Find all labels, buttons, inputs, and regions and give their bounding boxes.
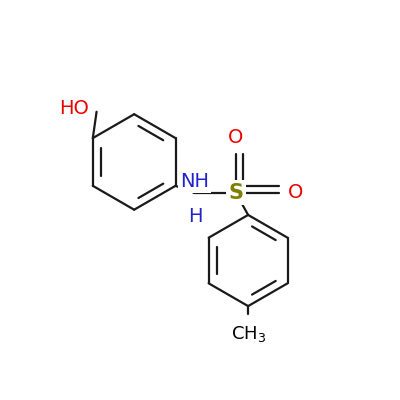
- Text: O: O: [288, 183, 303, 202]
- Text: S: S: [228, 183, 243, 203]
- Text: O: O: [228, 128, 244, 146]
- Text: NH: NH: [180, 172, 209, 191]
- Text: CH$_3$: CH$_3$: [230, 324, 266, 344]
- Text: H: H: [188, 207, 203, 226]
- Text: HO: HO: [59, 98, 89, 118]
